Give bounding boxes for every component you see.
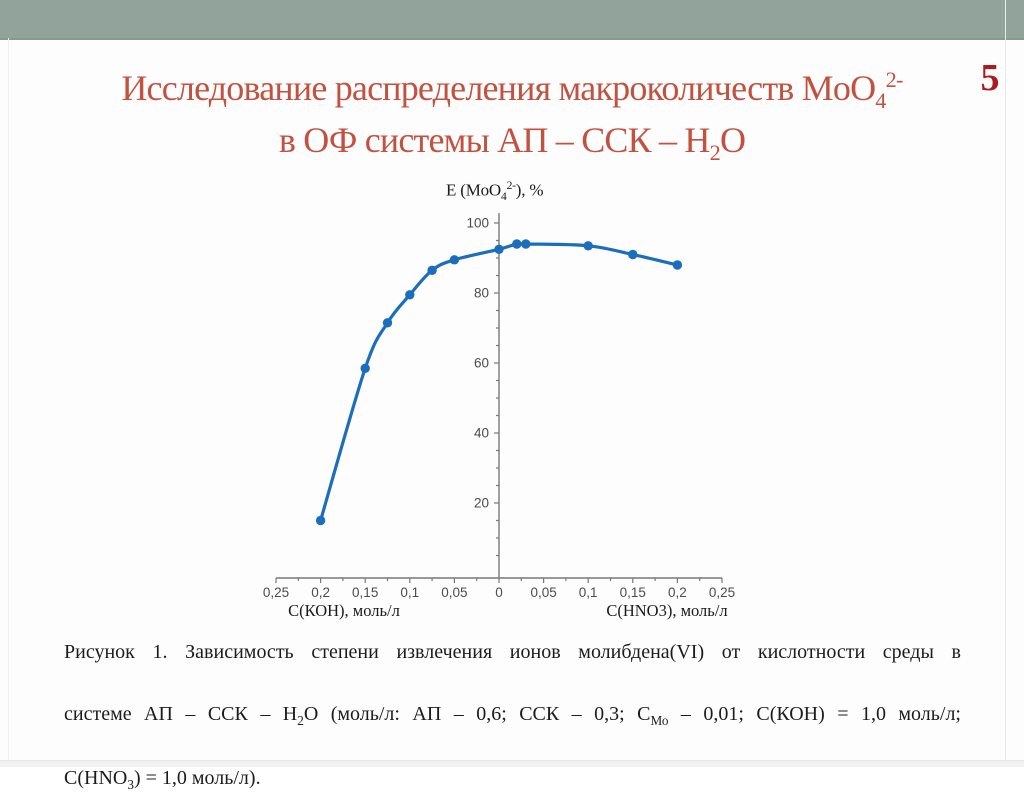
figure-caption-line-1: Рисунок 1. Зависимость степени извлечени…	[64, 641, 961, 663]
slide-top-band	[0, 0, 1024, 40]
svg-text:0: 0	[495, 585, 503, 600]
slide-right-edge	[1005, 0, 1006, 767]
svg-text:40: 40	[474, 426, 489, 441]
slide-bottom-strip	[0, 760, 1024, 767]
svg-text:0,1: 0,1	[400, 585, 419, 600]
svg-text:0,25: 0,25	[263, 585, 289, 600]
slide-title-line-2: в ОФ системы АП – ССК – Н2О	[278, 120, 746, 166]
svg-text:0,05: 0,05	[441, 585, 467, 600]
svg-text:0,2: 0,2	[668, 585, 687, 600]
svg-text:0,2: 0,2	[311, 585, 330, 600]
svg-text:80: 80	[474, 286, 489, 301]
svg-text:0,15: 0,15	[352, 585, 378, 600]
figure-caption-line-3: С(HNO3) = 1,0 моль/л).	[64, 767, 261, 793]
page-number: 5	[980, 57, 1000, 99]
x-axis-label-koh: C(КОН), моль/л	[288, 601, 400, 620]
extraction-line-chart: 0,25 0,2 0,15 0,1 0,05 0 0,05 0,1 0,15 0,2 0,25 20 4…	[263, 213, 735, 600]
slide-left-edge	[8, 38, 9, 767]
slide-title: Исследование распределения макроколичест…	[60, 64, 964, 168]
svg-text:0,25: 0,25	[709, 585, 735, 600]
slide-title-line-1: Исследование распределения макроколичест…	[121, 67, 903, 114]
svg-text:100: 100	[466, 216, 489, 231]
svg-text:20: 20	[474, 496, 489, 511]
svg-text:60: 60	[474, 356, 489, 371]
svg-text:0,1: 0,1	[579, 585, 598, 600]
x-axis-label-hno3: C(HNO3), моль/л	[606, 601, 728, 620]
figure-caption: Рисунок 1. Зависимость степени извлечени…	[64, 637, 961, 796]
svg-text:0,15: 0,15	[620, 585, 646, 600]
svg-text:0,05: 0,05	[530, 585, 556, 600]
chart-y-axis-title: E (MoO42-), %	[446, 179, 544, 204]
figure-caption-line-2: системе АП – ССК – Н2О (моль/л: АП – 0,6…	[64, 703, 961, 729]
